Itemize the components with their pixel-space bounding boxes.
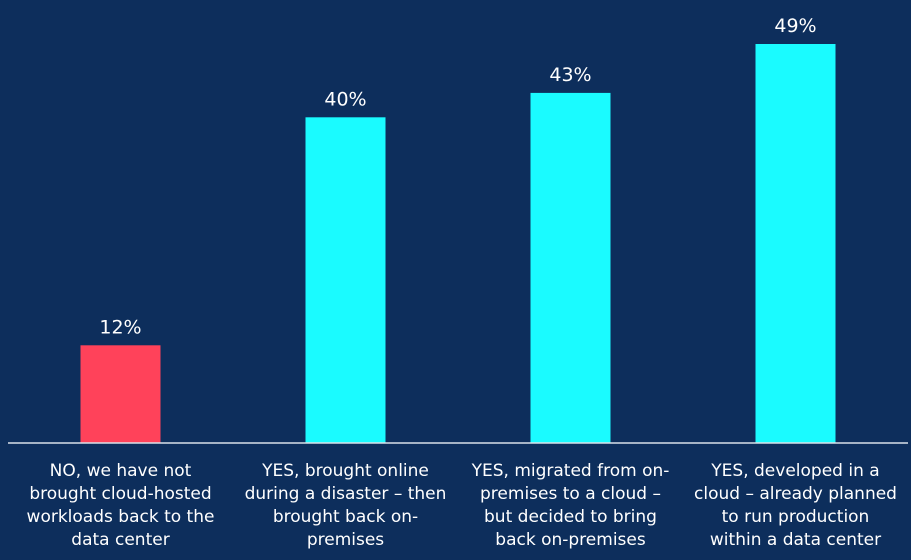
category-label-3: YES, migrated from on-premises to a clou… xyxy=(471,461,670,550)
category-labels-layer: NO, we have not brought cloud-hosted workl… xyxy=(27,461,897,550)
bar-value-label-2: 40% xyxy=(324,88,366,110)
category-label-line: back on-premises xyxy=(495,530,646,550)
category-label-line: cloud – already planned xyxy=(694,484,897,504)
category-label-4: YES, developed in a cloud – already plann… xyxy=(694,461,897,550)
category-label-line: premises xyxy=(307,530,384,550)
bars-layer xyxy=(80,44,836,444)
category-label-line: brought back on- xyxy=(273,507,418,527)
category-label-line: YES, developed in a xyxy=(710,461,879,481)
category-label-line: YES, brought online xyxy=(261,461,429,481)
bar-value-label-3: 43% xyxy=(549,64,591,86)
category-label-line: NO, we have not xyxy=(50,461,192,481)
bar-value-label-1: 12% xyxy=(99,316,141,338)
category-label-line: but decided to bring xyxy=(484,507,657,527)
category-label-line: premises to a cloud – xyxy=(480,484,661,504)
bar-value-label-4: 49% xyxy=(774,15,816,37)
bar-3 xyxy=(530,92,611,444)
category-label-line: within a data center xyxy=(710,530,881,550)
category-label-line: brought cloud-hosted xyxy=(29,484,211,504)
category-label-line: YES, migrated from on- xyxy=(471,461,670,481)
category-label-line: to run production xyxy=(722,507,870,527)
category-label-line: data center xyxy=(71,530,169,550)
value-labels-layer: 12% 40% 43% 49% xyxy=(99,15,816,338)
bar-4 xyxy=(755,44,836,443)
category-label-line: workloads back to the xyxy=(27,507,215,527)
bar-2 xyxy=(305,117,386,444)
category-label-line: during a disaster – then xyxy=(245,484,447,504)
bar-1 xyxy=(80,345,161,443)
category-label-2: YES, brought online during a disaster – t… xyxy=(245,461,447,550)
category-label-1: NO, we have not brought cloud-hosted workl… xyxy=(27,461,215,550)
